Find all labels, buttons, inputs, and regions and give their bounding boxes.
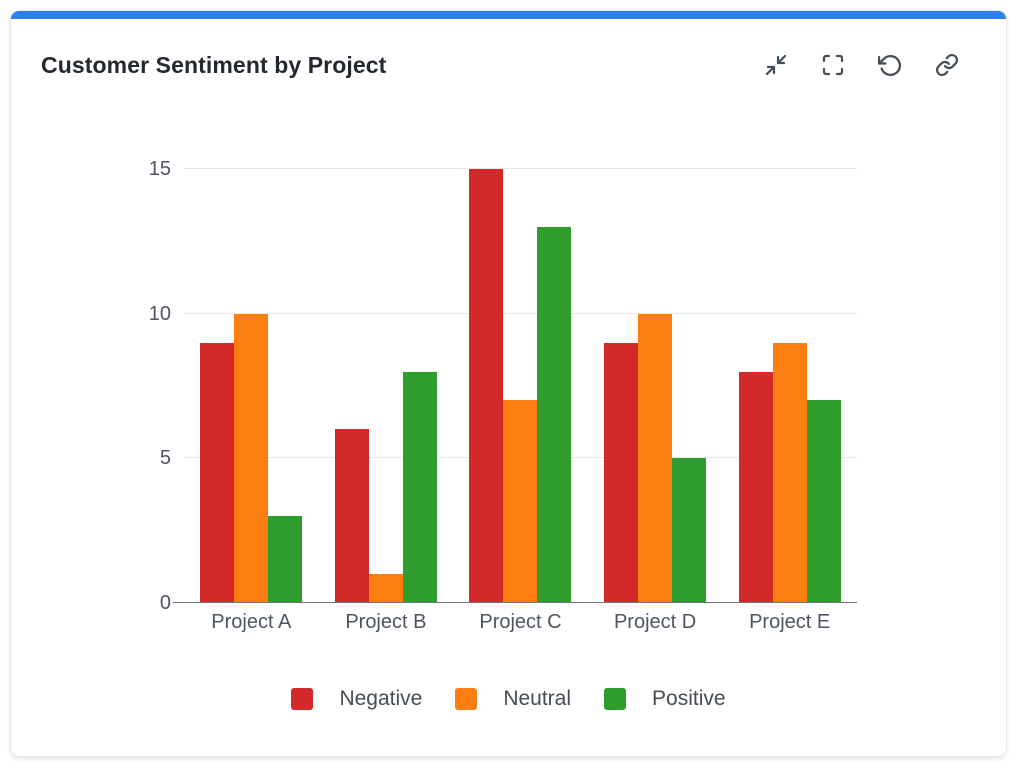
bar-negative-project-b[interactable] [334, 429, 369, 603]
x-tick-label: Project A [211, 611, 292, 633]
bar-group-project-b [319, 169, 454, 603]
bar-positive-project-c[interactable] [537, 226, 572, 603]
legend-item-positive[interactable]: Positive [604, 687, 726, 711]
reset-button[interactable] [876, 51, 904, 79]
card-header: Customer Sentiment by Project [41, 47, 961, 83]
bar-group-project-c [453, 169, 588, 603]
bar-negative-project-a[interactable] [200, 342, 235, 603]
reset-icon [877, 53, 903, 78]
legend-label: Negative [339, 687, 423, 710]
plot-area: 0 5 10 15 Project A Project B Project C Project… [149, 158, 857, 633]
legend: Negative Neutral Positive [11, 685, 1006, 713]
fullscreen-icon [821, 53, 845, 77]
y-axis-zero-tick [173, 602, 184, 603]
bars-layer [184, 169, 857, 603]
chart-card: Customer Sentiment by Project [10, 10, 1007, 757]
y-tick-label: 15 [148, 158, 171, 180]
bar-neutral-project-c[interactable] [503, 400, 538, 603]
legend-swatch [455, 688, 478, 710]
bar-positive-project-e[interactable] [806, 400, 841, 603]
legend-item-negative[interactable]: Negative [291, 687, 422, 711]
legend-item-neutral[interactable]: Neutral [455, 687, 571, 711]
x-axis-line [184, 602, 857, 603]
fullscreen-button[interactable] [819, 51, 847, 79]
bar-group-project-d [588, 169, 723, 603]
link-icon [935, 53, 959, 77]
bar-neutral-project-b[interactable] [368, 574, 403, 603]
bar-neutral-project-d[interactable] [638, 313, 673, 603]
bar-positive-project-a[interactable] [268, 516, 303, 603]
grid-line [184, 312, 857, 314]
x-tick-label: Project C [479, 611, 562, 633]
bar-positive-project-d[interactable] [672, 458, 707, 603]
y-tick-label: 10 [148, 302, 171, 325]
bar-group-project-a [184, 169, 319, 603]
x-tick-label: Project E [749, 611, 831, 633]
x-axis-labels: Project A Project B Project C Project D Proj… [184, 611, 857, 634]
legend-swatch [604, 688, 627, 710]
grid-line [184, 168, 857, 169]
legend-swatch [291, 688, 314, 710]
legend-label: Positive [652, 687, 726, 710]
collapse-icon [764, 53, 788, 77]
x-tick-label: Project D [613, 611, 697, 633]
bar-negative-project-e[interactable] [738, 371, 773, 603]
legend-label: Neutral [503, 687, 572, 710]
bar-negative-project-c[interactable] [469, 169, 504, 603]
bar-positive-project-b[interactable] [402, 371, 437, 603]
bar-neutral-project-a[interactable] [234, 313, 269, 603]
link-button[interactable] [933, 51, 961, 79]
chart-title: Customer Sentiment by Project [41, 51, 387, 78]
x-tick-label: Project B [345, 611, 427, 633]
collapse-button[interactable] [762, 51, 790, 79]
header-actions [762, 51, 961, 79]
bar-negative-project-d[interactable] [604, 342, 639, 603]
card-accent-bar [11, 11, 1006, 19]
bar-group-project-e [722, 169, 857, 603]
y-tick-label: 5 [159, 447, 171, 470]
bar-neutral-project-e[interactable] [772, 342, 807, 603]
y-tick-label: 0 [159, 592, 171, 614]
